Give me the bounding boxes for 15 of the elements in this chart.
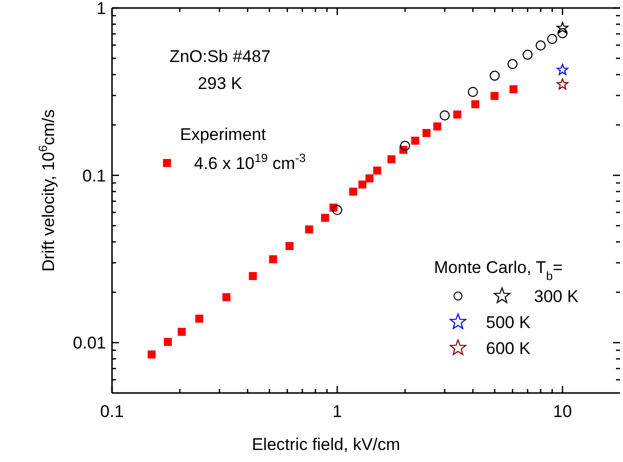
x-tick-label: 10: [553, 402, 572, 421]
legend-label: 4.6 x 10$^{19}$ cm$^{-3}$: [194, 151, 306, 173]
x-tick-label: 0.1: [100, 402, 124, 421]
x-tick-label: 1: [332, 402, 342, 421]
legend-label: 300 K: [534, 287, 580, 306]
annotation: 293 K: [198, 74, 243, 93]
y-tick-label: 0.01: [72, 334, 106, 353]
y-tick-label: 0.1: [82, 166, 106, 186]
annotation: Monte Carlo, T$_{b}$=: [434, 258, 563, 283]
x-axis-title: Electric field, kV/cm: [252, 435, 400, 454]
legend-label: 600 K: [486, 339, 532, 358]
y-tick-label: 1: [96, 0, 106, 18]
annotation: Experiment: [180, 125, 266, 144]
legend-label: 500 K: [486, 313, 532, 332]
annotation: ZnO:Sb #487: [169, 47, 271, 66]
